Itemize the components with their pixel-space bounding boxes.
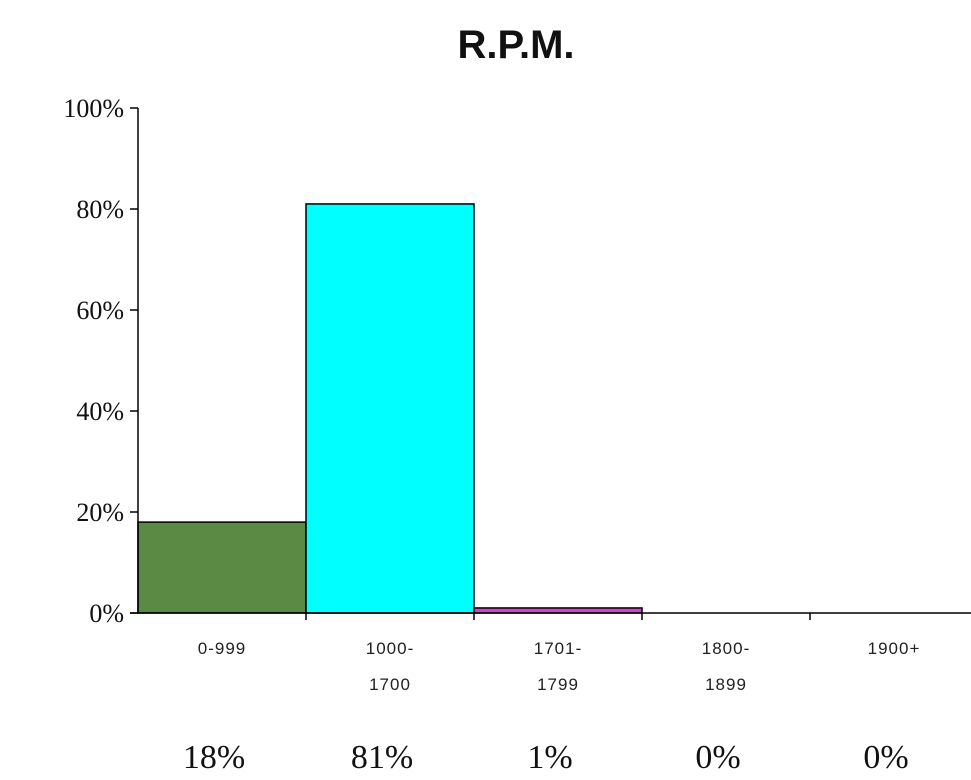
bar-0 xyxy=(137,521,307,614)
y-tick-label-1: 20% xyxy=(76,498,124,527)
data-label-3: 0% xyxy=(695,739,740,776)
data-label-4: 0% xyxy=(863,739,908,776)
bars-layer xyxy=(137,203,643,614)
data-label-0: 18% xyxy=(183,739,245,776)
y-tick-label-3: 60% xyxy=(76,296,124,325)
y-tick-labels: 0% 20% 40% 60% 80% 100% xyxy=(63,94,124,628)
bar-2 xyxy=(473,607,643,614)
data-labels: 18% 81% 1% 0% 0% xyxy=(183,739,909,776)
y-tick-label-5: 100% xyxy=(63,94,124,123)
x-tick-label-2: 1701-1799 xyxy=(534,639,582,694)
y-tick-label-4: 80% xyxy=(76,195,124,224)
chart-title: R.P.M. xyxy=(457,23,574,67)
x-tick-label-4: 1900+ xyxy=(868,639,921,658)
axes-layer xyxy=(130,107,971,620)
x-tick-label-1: 1000-1700 xyxy=(366,639,414,694)
x-tick-label-0: 0-999 xyxy=(198,639,246,658)
data-label-2: 1% xyxy=(527,739,572,776)
x-tick-label-3: 1800-1899 xyxy=(702,639,750,694)
bar-1 xyxy=(305,203,475,614)
data-label-1: 81% xyxy=(351,739,413,776)
y-tick-label-0: 0% xyxy=(89,599,124,628)
y-tick-label-2: 40% xyxy=(76,397,124,426)
x-tick-labels: 0-999 1000-1700 1701-1799 1800-1899 1900+ xyxy=(198,639,921,694)
